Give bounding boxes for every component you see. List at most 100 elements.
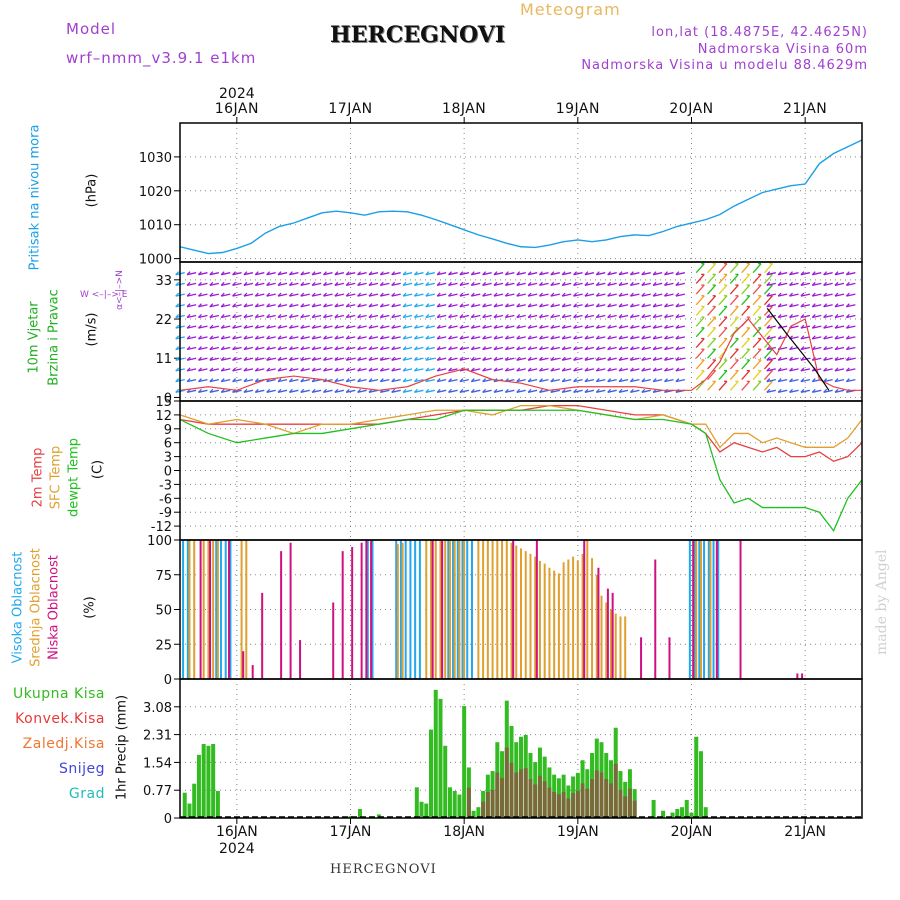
wind-arrow-head [436,281,441,286]
wind-arrow [664,304,674,308]
wind-arrow [437,336,447,340]
wind-arrow-head [413,303,418,308]
wind-arrow-head [493,367,498,372]
wind-arrow-head [243,303,248,308]
wind-arrow [414,272,424,276]
wind-arrow [471,272,481,276]
wind-arrow [323,282,333,287]
wind-arrow [346,336,356,340]
precip-bar [443,745,448,818]
wind-arrow [527,389,538,393]
wind-arrow-head [277,356,282,361]
wind-arrow [516,368,526,372]
wind-arrow-head [550,271,555,276]
wind-arrow-head [470,324,475,329]
wind-arrow [763,263,773,274]
wind-arrow-head [811,314,816,318]
precip-bar [452,790,457,818]
wind-arrow [448,378,458,383]
wind-arrow [695,306,705,316]
wind-arrow [729,359,739,370]
wind-arrow-head [175,388,180,393]
wind-arrow [391,368,401,372]
wind-arrow [448,336,458,340]
wind-arrow-head [311,292,316,297]
wind-arrow [664,282,674,287]
wind-arrow-head [573,378,578,383]
wind-arrow [607,378,617,383]
wind-arrow [707,306,717,316]
precip-conv-bar [533,784,538,818]
wind-arrow-head [220,335,225,340]
wind-arrow [834,282,845,287]
wind-arrow-head [413,378,418,383]
wind-arrow-head [539,271,543,276]
wind-arrow [573,293,583,297]
wind-arrow [437,389,447,393]
wind-arrow [493,293,504,297]
pressure-ytick-label: 1030 [139,151,172,166]
wind-arrow-head [470,378,475,383]
wind-arrow [255,336,265,340]
wind-arrow-head [277,335,282,340]
wind-arrow [729,348,739,359]
wind-arrow [652,325,663,329]
wind-arrow-head [493,346,498,350]
temp-ytick-label: 6 [164,437,172,452]
wind-arrow [527,357,538,361]
wind-arrow-head [266,346,271,350]
wind-arrow [752,263,762,274]
wind-arrow [437,325,447,329]
wind-arrow-head [209,281,214,286]
wind-arrow [618,378,629,383]
wind-arrow-head [834,367,839,372]
wind-arrow-head [288,324,293,329]
wind-arrow [505,357,515,361]
wind-arrow-head [573,281,578,286]
wind-arrow-head [300,367,305,372]
wind-arrow-head [811,324,816,329]
wind-arrow [482,378,492,383]
wind-arrow-head [311,303,316,308]
wind-arrow [471,293,481,297]
wind-arrow-head [266,356,271,361]
wind-arrow [277,378,288,383]
wind-arrow [763,380,773,391]
wind-arrow-head [198,388,202,393]
wind-arrow [277,357,288,361]
wind-arrow [675,357,686,361]
wind-arrow [425,346,435,351]
wind-arrow-head [368,314,373,318]
wind-arrow-head [254,281,259,286]
wind-arrow-head [800,303,805,308]
wind-arrow [357,357,367,361]
wind-arrow-head [311,356,316,361]
wind-arrow-head [766,292,771,297]
wind-arrow [618,272,629,276]
wind-arrow [695,295,705,306]
precip-conv-bar [613,763,618,818]
wind-arrow-head [516,281,521,286]
precip-bar [680,807,685,818]
wind-arrow [493,368,504,372]
wind-arrow [527,336,538,340]
wind-arrow-head [232,367,237,372]
precip-conv-bar [481,801,486,818]
wind-arrow [695,348,705,359]
wind-arrow-head [345,303,350,308]
wind-arrow [630,378,640,383]
wind-arrow-head [379,292,384,297]
wind-arrow-head [811,271,816,276]
wind-arrow [800,389,811,393]
wind-arrow-head [334,388,339,393]
wind-arrow-head [288,271,293,276]
wind-arrow [357,314,367,319]
wind-arrow [539,389,549,393]
wind-arrow-head [664,378,668,383]
wind-arrow [471,325,481,329]
bottom-xtick-label: 21JAN [784,824,826,840]
wind-arrow-head [618,367,623,372]
wind-arrow-head [516,335,521,340]
wind-arrow-head [300,378,305,383]
wind-arrow [493,325,504,329]
